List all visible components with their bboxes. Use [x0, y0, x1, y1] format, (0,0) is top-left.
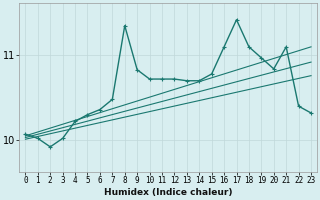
X-axis label: Humidex (Indice chaleur): Humidex (Indice chaleur) [104, 188, 232, 197]
